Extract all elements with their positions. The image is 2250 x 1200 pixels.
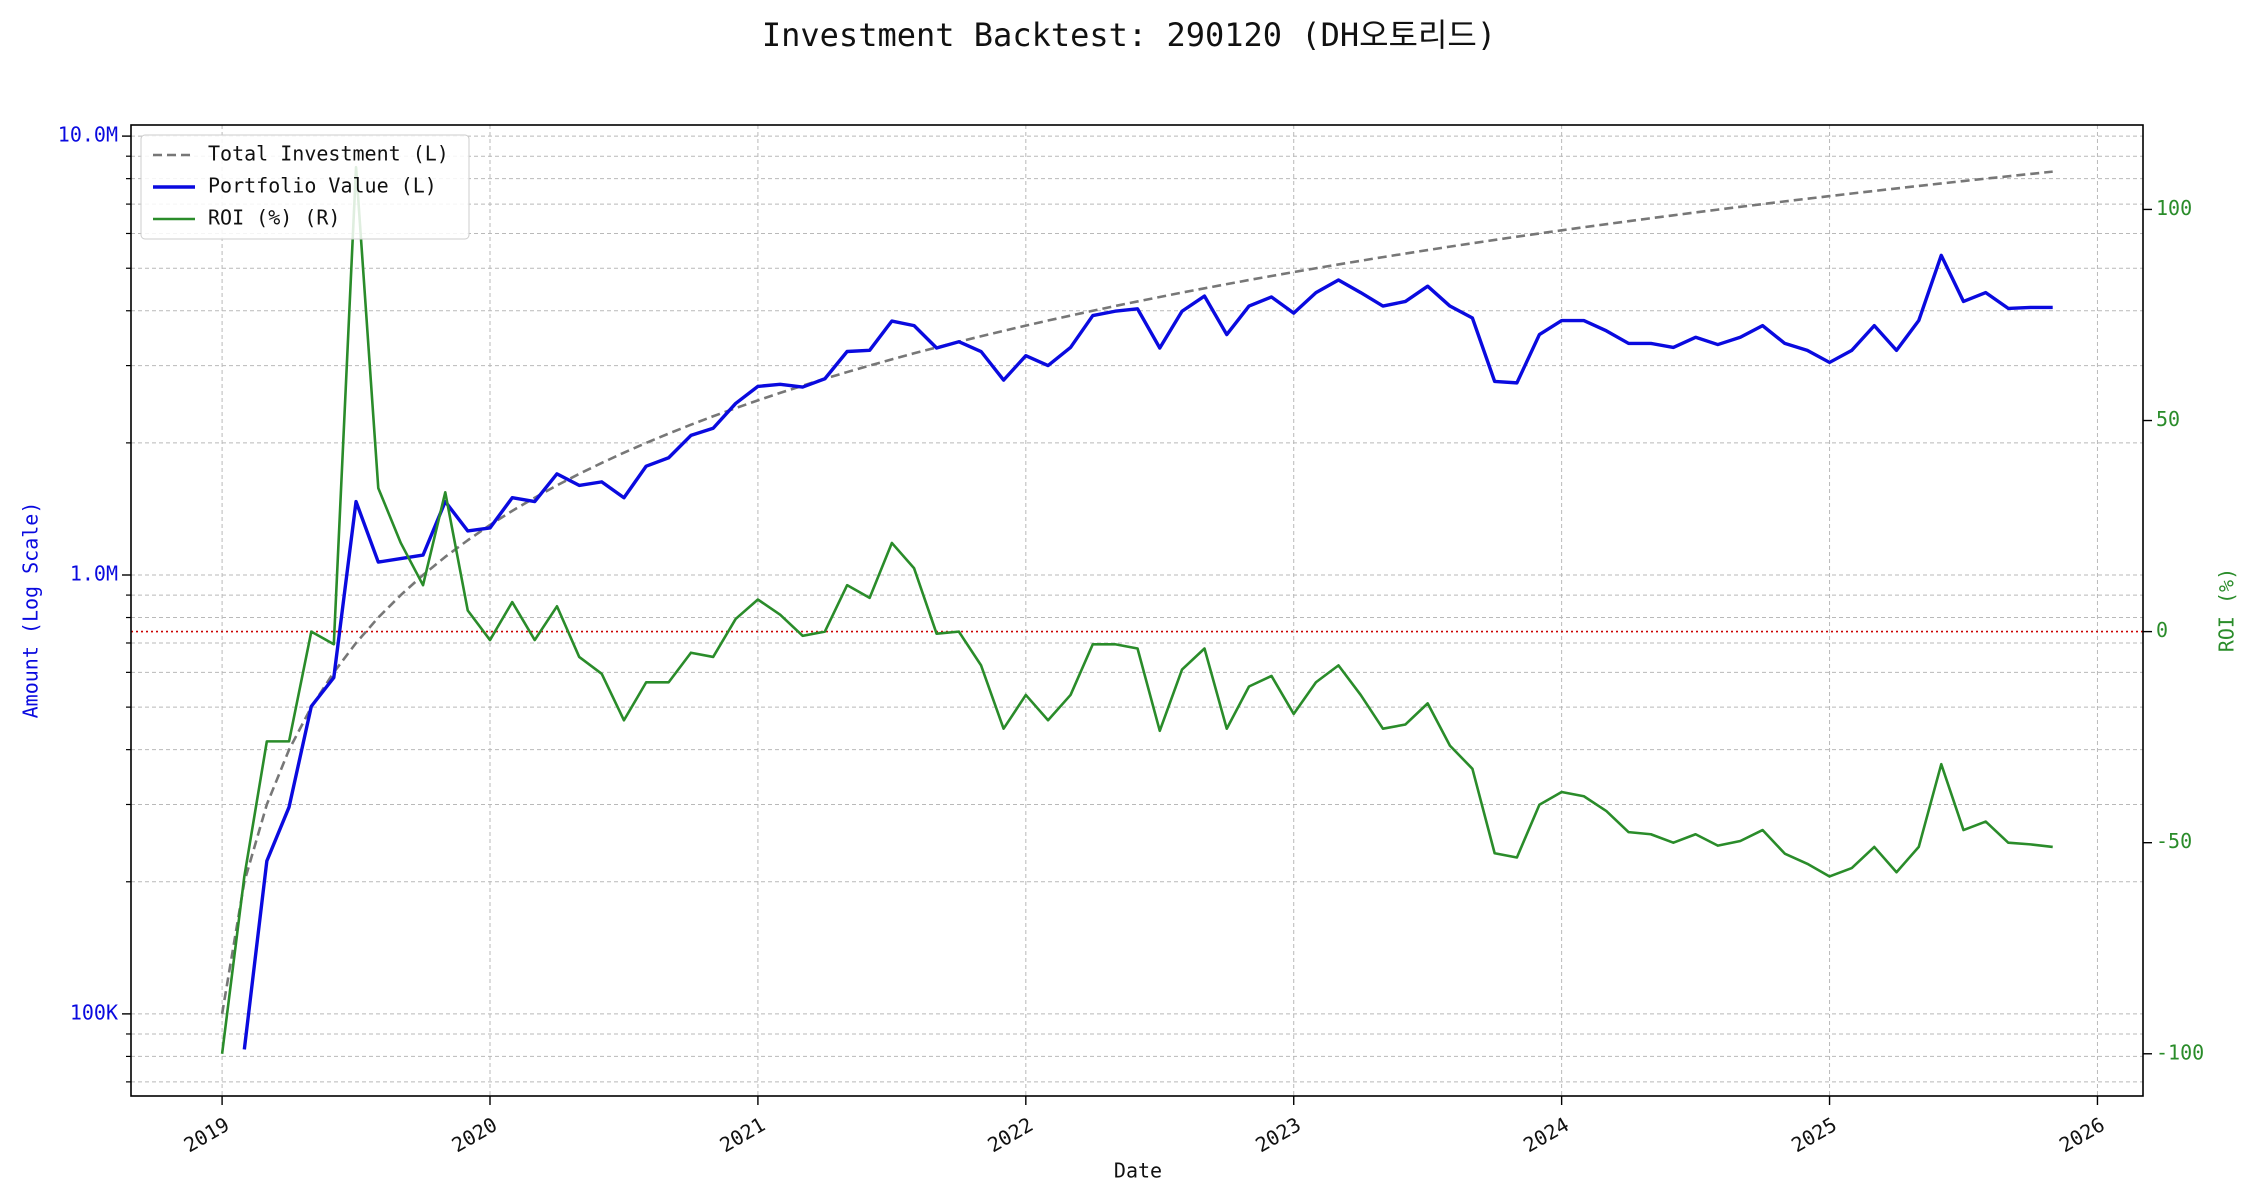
x-tick-label: 2026 bbox=[2055, 1112, 2109, 1157]
y2-tick-label: -100 bbox=[2156, 1040, 2204, 1064]
legend-label: Total Investment (L) bbox=[208, 142, 449, 166]
y2-tick-label: -50 bbox=[2156, 829, 2192, 853]
series-line bbox=[242, 253, 2053, 1050]
x-tick-label: 2025 bbox=[1787, 1112, 1841, 1157]
y-tick-label: 100K bbox=[70, 1000, 118, 1024]
y-tick-label: 10.0M bbox=[58, 123, 118, 147]
x-tick-label: 2023 bbox=[1251, 1112, 1305, 1157]
legend-box bbox=[140, 134, 470, 240]
y-tick-label: 1.0M bbox=[70, 561, 118, 585]
x-tick-label: 2022 bbox=[983, 1112, 1037, 1157]
x-tick-label: 2021 bbox=[715, 1112, 769, 1157]
y2-tick-label: 0 bbox=[2156, 618, 2168, 642]
plot-frame bbox=[130, 124, 2144, 1097]
series-line bbox=[220, 170, 2053, 1015]
x-tick-label: 2019 bbox=[180, 1112, 234, 1157]
legend-label: ROI (%) (R) bbox=[208, 206, 340, 230]
y-axis-label: Amount (Log Scale) bbox=[19, 502, 43, 719]
y2-axis-label: ROI (%) bbox=[2215, 568, 2239, 652]
x-tick-label: 2024 bbox=[1519, 1112, 1573, 1157]
x-tick-label: 2020 bbox=[448, 1112, 502, 1157]
y2-tick-label: 100 bbox=[2156, 196, 2192, 220]
x-axis-label: Date bbox=[1114, 1159, 1162, 1183]
y2-tick-label: 50 bbox=[2156, 407, 2180, 431]
legend-label: Portfolio Value (L) bbox=[208, 174, 437, 198]
chart-title: Investment Backtest: 290120 (DH오토리드) bbox=[762, 16, 1496, 54]
series-line bbox=[220, 165, 2053, 1054]
